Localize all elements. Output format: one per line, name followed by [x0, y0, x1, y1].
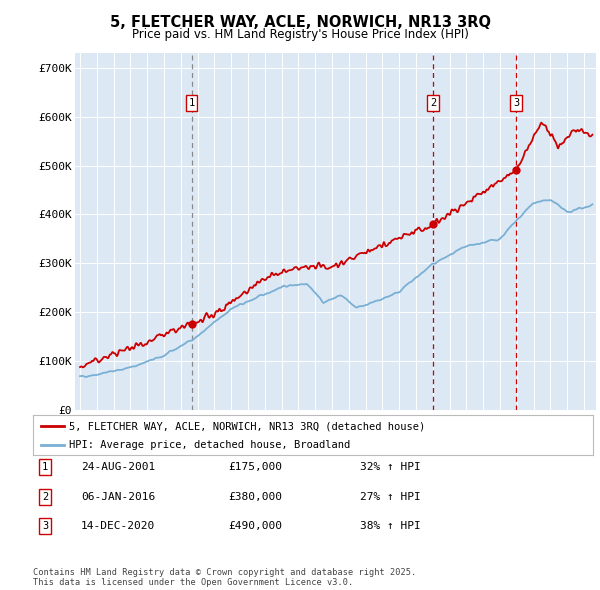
Text: 5, FLETCHER WAY, ACLE, NORWICH, NR13 3RQ (detached house): 5, FLETCHER WAY, ACLE, NORWICH, NR13 3RQ…: [70, 421, 425, 431]
Text: Contains HM Land Registry data © Crown copyright and database right 2025.
This d: Contains HM Land Registry data © Crown c…: [33, 568, 416, 587]
Text: 14-DEC-2020: 14-DEC-2020: [81, 522, 155, 531]
Text: 1: 1: [42, 463, 48, 472]
Text: 27% ↑ HPI: 27% ↑ HPI: [360, 492, 421, 502]
Text: 3: 3: [513, 98, 519, 108]
Text: 24-AUG-2001: 24-AUG-2001: [81, 463, 155, 472]
Text: 38% ↑ HPI: 38% ↑ HPI: [360, 522, 421, 531]
Text: 1: 1: [188, 98, 195, 108]
Text: £490,000: £490,000: [228, 522, 282, 531]
Text: HPI: Average price, detached house, Broadland: HPI: Average price, detached house, Broa…: [70, 441, 350, 450]
Text: 32% ↑ HPI: 32% ↑ HPI: [360, 463, 421, 472]
Text: 2: 2: [430, 98, 436, 108]
Text: Price paid vs. HM Land Registry's House Price Index (HPI): Price paid vs. HM Land Registry's House …: [131, 28, 469, 41]
Text: £380,000: £380,000: [228, 492, 282, 502]
Text: 06-JAN-2016: 06-JAN-2016: [81, 492, 155, 502]
Text: 3: 3: [42, 522, 48, 531]
Text: £175,000: £175,000: [228, 463, 282, 472]
Text: 5, FLETCHER WAY, ACLE, NORWICH, NR13 3RQ: 5, FLETCHER WAY, ACLE, NORWICH, NR13 3RQ: [110, 15, 491, 30]
Text: 2: 2: [42, 492, 48, 502]
